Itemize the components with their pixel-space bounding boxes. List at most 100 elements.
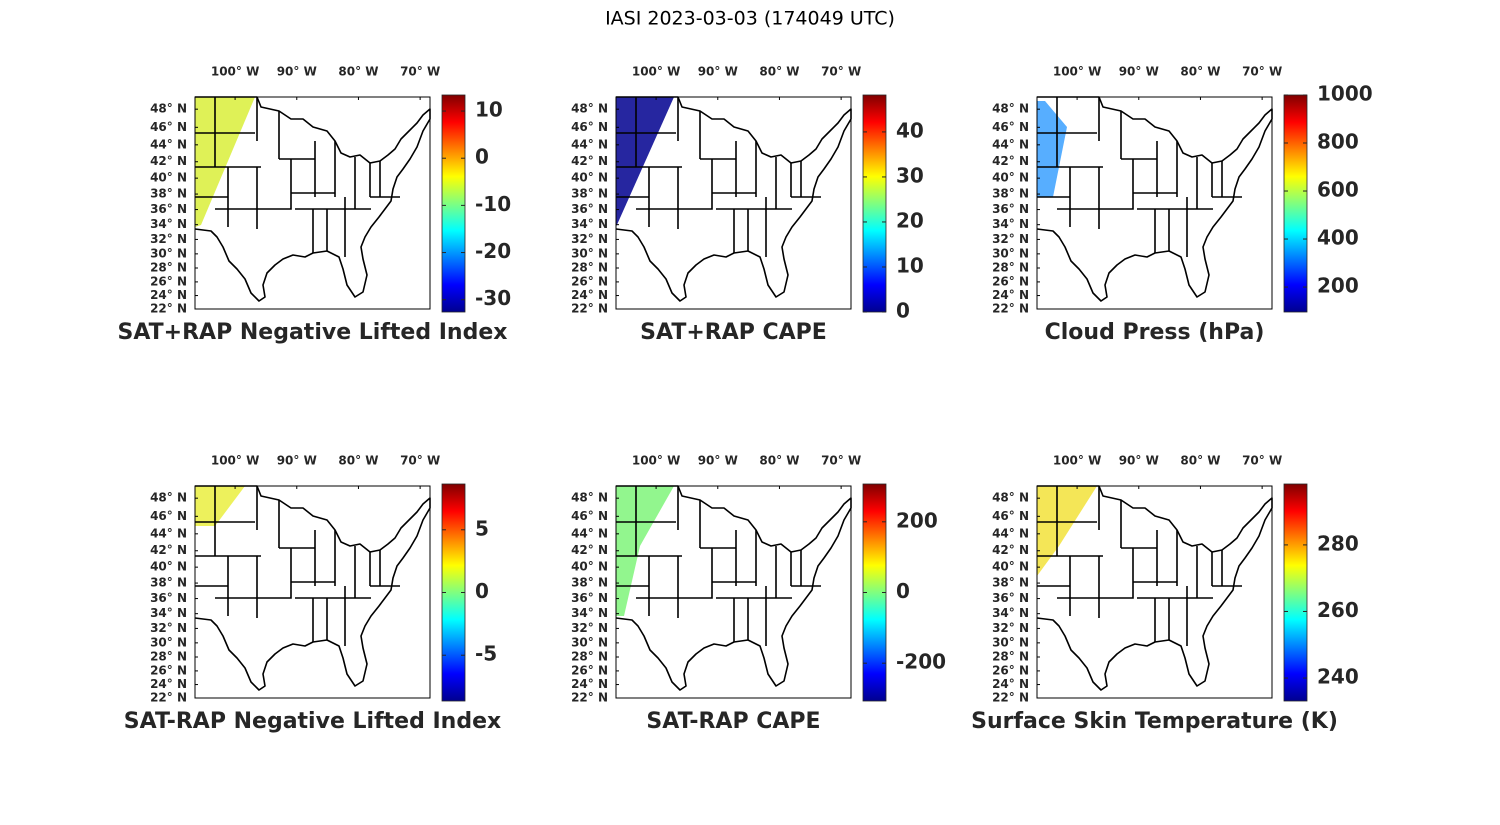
lon-tick-label: 90° W — [277, 65, 317, 79]
lat-tick-label: 32° N — [571, 232, 608, 246]
lat-tick-label: 34° N — [992, 606, 1029, 620]
lat-tick-label: 46° N — [571, 509, 608, 523]
colorbar-tick-label: 280 — [1317, 531, 1359, 555]
lon-tick-label: 100° W — [1053, 65, 1101, 79]
lat-tick-label: 22° N — [150, 302, 187, 316]
colorbar-tick-label: 30 — [896, 163, 924, 187]
lat-tick-label: 36° N — [992, 591, 1029, 605]
colorbar-tick-label: -200 — [896, 650, 946, 674]
swath-region — [616, 486, 674, 616]
swath-region — [1037, 486, 1097, 576]
colorbar-tick-label: 0 — [475, 145, 489, 169]
lon-tick-label: 80° W — [1180, 65, 1220, 79]
colorbar-tick-label: 40 — [896, 118, 924, 142]
lat-tick-label: 46° N — [150, 509, 187, 523]
lat-tick-label: 28° N — [992, 650, 1029, 664]
lat-tick-label: 30° N — [150, 246, 187, 260]
lat-tick-label: 42° N — [571, 543, 608, 557]
colorbar-tick-label: 260 — [1317, 598, 1359, 622]
panel-title: SAT-RAP Negative Lifted Index — [124, 709, 501, 734]
map-frame — [615, 485, 852, 699]
lat-tick-label: 42° N — [150, 543, 187, 557]
colorbar-tick-label: 0 — [475, 579, 489, 603]
lat-tick-label: 28° N — [992, 261, 1029, 275]
lat-tick-label: 28° N — [150, 650, 187, 664]
lon-tick-label: 90° W — [277, 454, 317, 468]
lat-tick-label: 34° N — [150, 217, 187, 231]
map-frame — [194, 485, 431, 699]
colorbar-tick-label: 400 — [1317, 226, 1359, 250]
map-frame — [615, 96, 852, 310]
lat-tick-label: 24° N — [571, 288, 608, 302]
colorbar-tick-label: 240 — [1317, 665, 1359, 689]
colorbar — [1283, 94, 1308, 313]
lat-tick-label: 36° N — [150, 202, 187, 216]
lat-tick-label: 28° N — [571, 261, 608, 275]
lon-tick-label: 90° W — [1119, 65, 1159, 79]
lat-tick-label: 42° N — [571, 154, 608, 168]
lat-tick-label: 22° N — [571, 691, 608, 705]
panel-title: Cloud Press (hPa) — [1045, 320, 1265, 345]
lat-tick-label: 24° N — [150, 677, 187, 691]
lat-tick-label: 44° N — [571, 526, 608, 540]
lon-tick-label: 100° W — [632, 65, 680, 79]
colorbar-tick-label: 10 — [896, 253, 924, 277]
lat-tick-label: 34° N — [992, 217, 1029, 231]
lat-tick-label: 22° N — [571, 302, 608, 316]
lat-tick-label: 46° N — [150, 120, 187, 134]
lon-tick-label: 70° W — [1242, 454, 1282, 468]
lat-tick-label: 48° N — [571, 491, 608, 505]
lon-tick-label: 70° W — [400, 65, 440, 79]
lon-tick-label: 90° W — [698, 454, 738, 468]
swath — [616, 97, 674, 227]
panel-title: SAT-RAP CAPE — [646, 709, 820, 734]
swath — [616, 486, 674, 616]
lon-tick-label: 80° W — [759, 65, 799, 79]
lat-tick-label: 48° N — [992, 102, 1029, 116]
lat-tick-label: 34° N — [150, 606, 187, 620]
lat-tick-label: 34° N — [571, 217, 608, 231]
lat-tick-label: 24° N — [571, 677, 608, 691]
lat-tick-label: 36° N — [992, 202, 1029, 216]
lon-tick-label: 90° W — [698, 65, 738, 79]
lon-tick-label: 80° W — [759, 454, 799, 468]
lat-tick-label: 30° N — [992, 635, 1029, 649]
colorbar-tick-label: 600 — [1317, 178, 1359, 202]
swath — [195, 486, 245, 526]
lat-tick-label: 26° N — [992, 663, 1029, 677]
colorbar — [862, 94, 887, 313]
swath — [1037, 101, 1067, 197]
lat-tick-label: 40° N — [571, 560, 608, 574]
colorbar — [1283, 483, 1308, 702]
lat-tick-label: 24° N — [150, 288, 187, 302]
lat-tick-label: 44° N — [571, 137, 608, 151]
lat-tick-label: 22° N — [992, 302, 1029, 316]
lat-tick-label: 22° N — [992, 691, 1029, 705]
lat-tick-label: 26° N — [150, 663, 187, 677]
lat-tick-label: 32° N — [992, 621, 1029, 635]
lat-tick-label: 26° N — [571, 274, 608, 288]
lat-tick-label: 34° N — [571, 606, 608, 620]
map-area — [1037, 97, 1272, 309]
lon-tick-label: 80° W — [338, 65, 378, 79]
lat-tick-label: 44° N — [150, 137, 187, 151]
colorbar-tick-label: 20 — [896, 208, 924, 232]
panel-title: SAT+RAP Negative Lifted Index — [118, 320, 508, 345]
lat-tick-label: 30° N — [150, 635, 187, 649]
lat-tick-label: 40° N — [992, 560, 1029, 574]
lat-tick-label: 28° N — [571, 650, 608, 664]
lat-tick-label: 42° N — [992, 154, 1029, 168]
lat-tick-label: 40° N — [571, 171, 608, 185]
panel-title: Surface Skin Temperature (K) — [971, 709, 1338, 734]
lon-tick-label: 100° W — [1053, 454, 1101, 468]
lat-tick-label: 38° N — [571, 187, 608, 201]
lon-tick-label: 100° W — [632, 454, 680, 468]
figure-title: IASI 2023-03-03 (174049 UTC) — [605, 8, 895, 30]
lat-tick-label: 38° N — [150, 187, 187, 201]
colorbar-tick-label: -30 — [475, 286, 511, 310]
lat-tick-label: 30° N — [571, 246, 608, 260]
colorbar-tick-label: 0 — [896, 299, 910, 323]
lat-tick-label: 36° N — [571, 591, 608, 605]
lat-tick-label: 44° N — [150, 526, 187, 540]
